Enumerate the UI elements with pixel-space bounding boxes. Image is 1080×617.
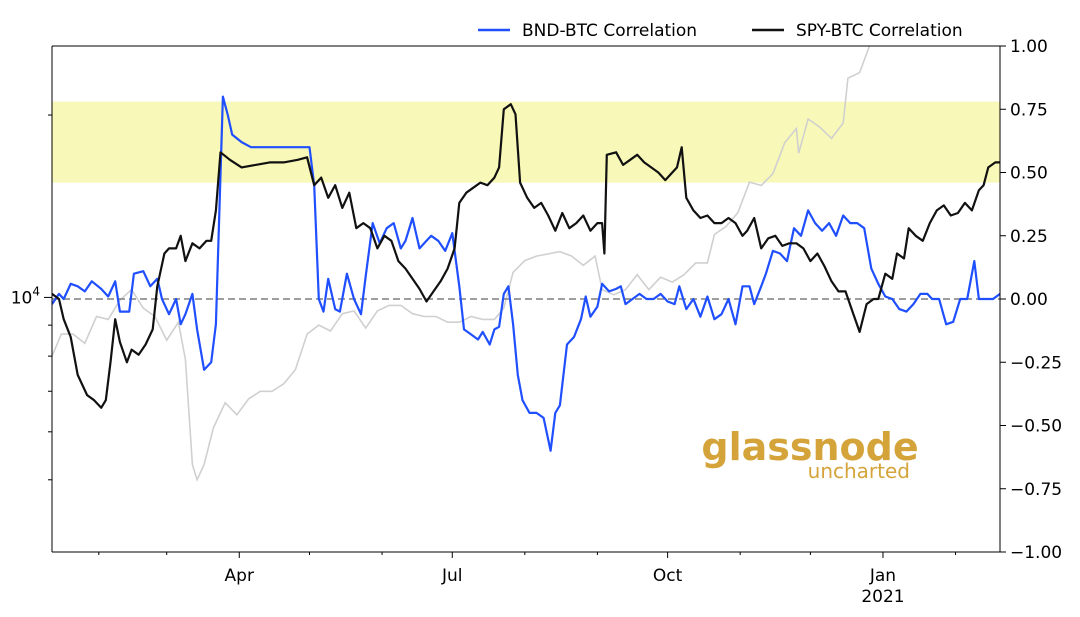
legend-label: SPY-BTC Correlation bbox=[796, 21, 963, 41]
y-right-tick-label: −0.50 bbox=[1010, 417, 1062, 437]
legend-item-spy-btc: SPY-BTC Correlation bbox=[752, 21, 963, 41]
series-line-bnd-btc bbox=[52, 95, 1000, 452]
watermark-brand: glassnode bbox=[701, 425, 918, 469]
y-right-tick-label: 0.00 bbox=[1010, 290, 1048, 310]
y-right-tick-label: −1.00 bbox=[1010, 543, 1062, 563]
series-line-price bbox=[52, 46, 871, 483]
legend-label: BND-BTC Correlation bbox=[522, 21, 697, 41]
y-right-tick-label: −0.25 bbox=[1010, 353, 1062, 373]
series-line-spy-btc bbox=[52, 103, 1000, 409]
x-tick-label: Apr bbox=[225, 566, 254, 586]
y-left-tick-label: 104 bbox=[11, 284, 40, 308]
x-tick-label: Jan bbox=[869, 566, 896, 586]
x-tick-label: Oct bbox=[653, 566, 683, 586]
y-right-tick-label: −0.75 bbox=[1010, 480, 1062, 500]
x-tick-sublabel: 2021 bbox=[861, 587, 904, 607]
x-tick-label: Jul bbox=[441, 566, 463, 586]
y-right-tick-label: 1.00 bbox=[1010, 37, 1048, 57]
y-right-tick-label: 0.75 bbox=[1010, 100, 1048, 120]
watermark-tagline: uncharted bbox=[808, 459, 910, 483]
y-right-tick-label: 0.25 bbox=[1010, 227, 1048, 247]
legend-item-bnd-btc: BND-BTC Correlation bbox=[478, 21, 697, 41]
highlight-band bbox=[52, 101, 1000, 183]
y-right-tick-label: 0.50 bbox=[1010, 164, 1048, 184]
